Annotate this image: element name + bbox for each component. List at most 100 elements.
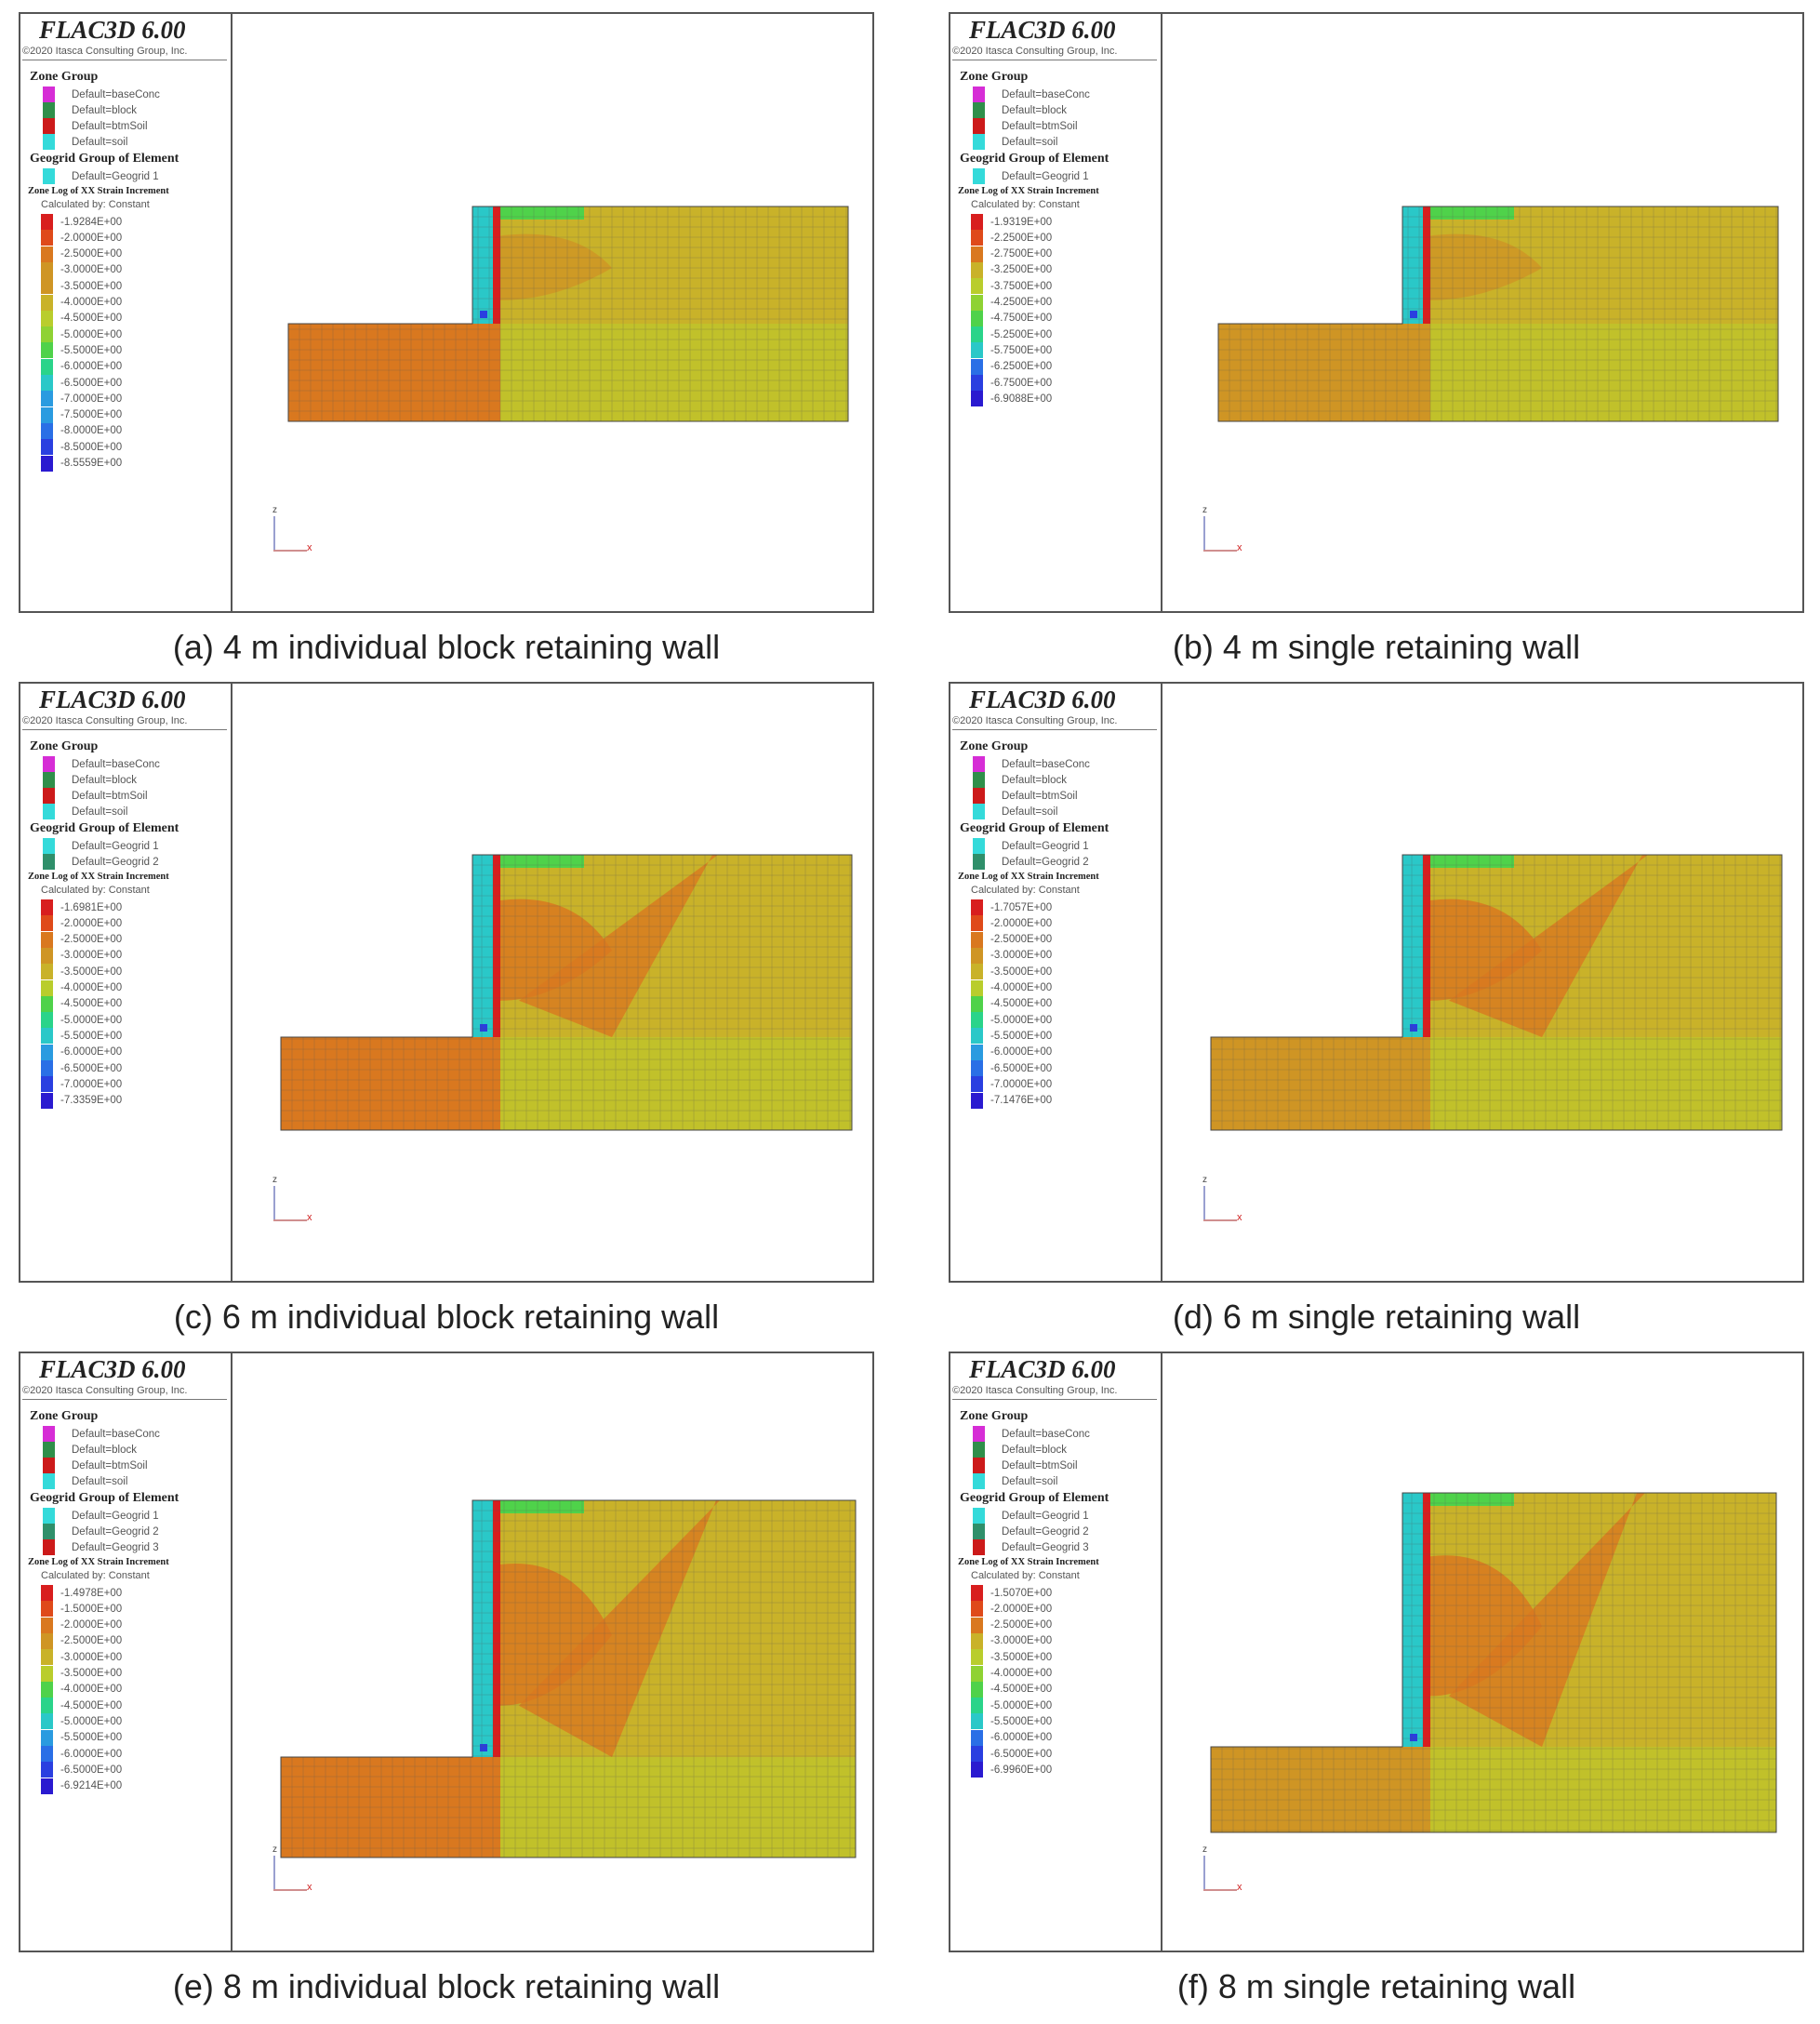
colorbar-swatch (41, 964, 53, 980)
contour-model (1210, 1492, 1777, 1833)
colorbar-swatch (971, 1632, 983, 1649)
wall-toe (1410, 1024, 1417, 1032)
colorbar-swatch (971, 1649, 983, 1666)
zone-group-item: Default=btmSoil (43, 118, 148, 134)
shear-band (1449, 1493, 1645, 1747)
legend-swatch (43, 788, 55, 804)
colorbar-entry: -7.3359E+00 (41, 1092, 122, 1109)
colorbar-swatch (41, 214, 53, 230)
colorbar-label: -5.2500E+00 (990, 328, 1053, 340)
legend-label: Default=block (72, 774, 137, 786)
colorbar-entry: -4.5000E+00 (971, 1681, 1053, 1698)
colorbar-swatch (971, 1762, 983, 1778)
colorbar-swatch (971, 1092, 983, 1109)
x-axis-label: x (307, 542, 312, 553)
colorbar-swatch (971, 342, 983, 359)
shear-band (519, 1500, 720, 1757)
colorbar-label: -3.0000E+00 (60, 950, 123, 962)
colorbar-swatch (971, 1028, 983, 1045)
colorbar-label: -7.0000E+00 (60, 1078, 123, 1090)
colorbar-entry: -4.5000E+00 (41, 310, 122, 326)
colorbar-entry: -5.0000E+00 (41, 1713, 122, 1730)
legend-sidebar: FLAC3D 6.00 ©2020 Itasca Consulting Group… (950, 1353, 1162, 1951)
contour-model (1210, 854, 1783, 1131)
x-axis-line (273, 1889, 307, 1891)
app-title: FLAC3D 6.00 (969, 1355, 1116, 1383)
geogrid-group-title: Geogrid Group of Element (30, 1491, 179, 1505)
colorbar-swatch (41, 391, 53, 407)
colorbar-label: -4.0000E+00 (60, 297, 123, 308)
legend-label: Default=soil (72, 1475, 128, 1487)
legend-swatch (973, 1524, 985, 1539)
geogrid-item: Default=Geogrid 1 (43, 838, 159, 854)
legend-swatch (973, 1458, 985, 1473)
colorbar-entry: -3.0000E+00 (41, 947, 123, 964)
z-axis-label: z (1202, 1844, 1207, 1855)
colorbar-swatch (41, 979, 53, 996)
legend-swatch (973, 1508, 985, 1524)
legend-label: Default=Geogrid 2 (1002, 856, 1089, 868)
colorbar-swatch (41, 406, 53, 423)
colorbar-entry: -2.5000E+00 (41, 1632, 122, 1649)
geogrid-group-title: Geogrid Group of Element (960, 821, 1109, 835)
legend-swatch (973, 804, 985, 819)
colorbar-label: -7.0000E+00 (60, 393, 123, 405)
strain-band (500, 1563, 612, 1706)
surface-zone (1430, 1493, 1514, 1506)
colorbar-swatch (41, 1044, 53, 1060)
x-axis-label: x (307, 1212, 312, 1223)
legend-swatch (973, 772, 985, 788)
zone-group-item: Default=baseConc (43, 87, 160, 102)
legend-label: Default=Geogrid 1 (1002, 840, 1089, 852)
lower-block-zone (1211, 1037, 1430, 1130)
colorbar-swatch (41, 1649, 53, 1666)
colorbar-entry: -2.2500E+00 (971, 230, 1052, 246)
wall-toe (1410, 1734, 1417, 1741)
zone-group-item: Default=soil (43, 134, 127, 150)
colorbar-label: -3.0000E+00 (990, 950, 1053, 962)
colorbar-swatch (41, 1585, 53, 1601)
colorbar-label: -4.0000E+00 (990, 1668, 1053, 1679)
foundation-zone (500, 324, 848, 421)
x-axis-line (273, 550, 307, 552)
colorbar-swatch (971, 358, 983, 375)
colorbar-swatch (971, 1012, 983, 1029)
colorbar-label: -6.9214E+00 (60, 1780, 123, 1792)
colorbar-entry: -6.9088E+00 (971, 391, 1052, 407)
legend-swatch (973, 1426, 985, 1442)
x-axis-label: x (307, 1882, 312, 1893)
colorbar-entry: -7.0000E+00 (971, 1076, 1052, 1093)
calculated-by: Calculated by: Constant (971, 885, 1080, 896)
colorbar-label: -3.5000E+00 (60, 280, 123, 292)
lower-block-zone (1218, 324, 1430, 421)
colorbar-entry: -5.7500E+00 (971, 342, 1052, 359)
wall-toe (1410, 311, 1417, 318)
colorbar-swatch (971, 261, 983, 278)
z-axis-line (1203, 516, 1205, 552)
colorbar-label: -4.5000E+00 (990, 1684, 1053, 1696)
zone-group-item: Default=soil (973, 134, 1057, 150)
colorbar-swatch (41, 310, 53, 326)
colorbar-swatch (971, 964, 983, 980)
colorbar-swatch (41, 1698, 53, 1714)
colorbar-entry: -7.1476E+00 (971, 1092, 1052, 1109)
legend-label: Default=btmSoil (1002, 1459, 1078, 1471)
colorbar-entry: -4.0000E+00 (41, 979, 122, 996)
figure-panel: FLAC3D 6.00 ©2020 Itasca Consulting Group… (949, 682, 1820, 1352)
panel-caption: (e) 8 m individual block retaining wall (172, 1967, 721, 2005)
colorbar-label: -6.0000E+00 (60, 1046, 123, 1059)
contour-model (280, 854, 853, 1131)
legend-swatch (43, 804, 55, 819)
zone-group-item: Default=block (43, 102, 137, 118)
zone-group-item: Default=block (973, 102, 1067, 118)
geogrid-group-title: Geogrid Group of Element (960, 152, 1109, 166)
colorbar-label: -4.2500E+00 (990, 297, 1053, 308)
legend-label: Default=baseConc (1002, 1428, 1090, 1440)
x-axis-line (1203, 1219, 1237, 1221)
colorbar-entry: -3.0000E+00 (971, 947, 1053, 964)
legend-swatch (973, 134, 985, 150)
colorbar-swatch (41, 375, 53, 391)
legend-label: Default=block (72, 104, 137, 116)
